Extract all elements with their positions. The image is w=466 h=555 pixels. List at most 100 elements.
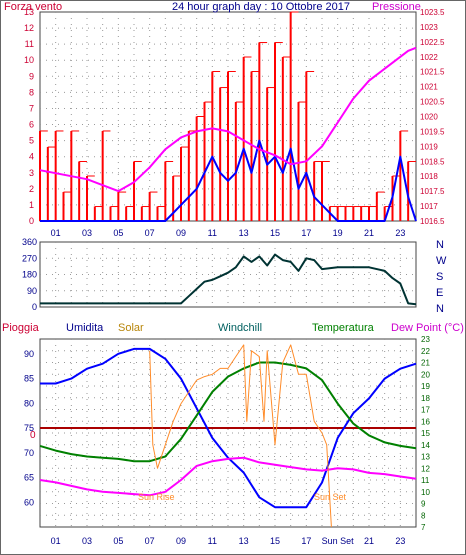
rain-zero-label: 0 <box>30 430 36 441</box>
graph-title: 24 hour graph day : 10 Ottobre 2017 <box>172 1 350 13</box>
humidity-tick-label: 70 <box>24 448 34 458</box>
time-tick-label: 23 <box>395 536 405 546</box>
pressure-tick-label: 1019 <box>420 142 438 151</box>
wind-direction-panel: 0 90 180 270 360 N W S E N <box>22 237 447 315</box>
pressure-tick-label: 1023.5 <box>420 8 445 17</box>
humidity-tick-label: 90 <box>24 349 34 359</box>
pressure-label: Pressione <box>372 1 421 13</box>
temperature-humidity-series <box>39 344 417 528</box>
temperature-tick-label: 13 <box>421 453 430 462</box>
temperature-tick-label: 15 <box>421 429 430 438</box>
wind-direction-plot-area <box>39 241 417 308</box>
temperature-line <box>39 361 417 463</box>
time-tick-label: 01 <box>51 536 61 546</box>
wind-speed-line <box>40 139 417 222</box>
wind-speed-tick-label: 9 <box>29 71 34 81</box>
wind-direction-line <box>40 253 417 306</box>
pressure-tick-label: 1021.5 <box>420 68 445 77</box>
direction-tick-label: 90 <box>27 286 37 296</box>
humidity-label: Umidita <box>66 322 104 334</box>
direction-tick-label: 360 <box>22 237 37 247</box>
wind-speed-tick-label: 12 <box>24 23 34 33</box>
direction-w: W <box>436 255 447 267</box>
direction-n-top: N <box>436 239 444 251</box>
time-tick-label: 07 <box>145 228 155 238</box>
sun-rise-annotation: Sun Rise <box>138 492 175 502</box>
time-tick-label: 17 <box>301 228 311 238</box>
wind-speed-tick-label: 3 <box>29 168 34 178</box>
time-tick-label: 19 <box>333 228 343 238</box>
temperature-tick-label: 16 <box>421 417 430 426</box>
direction-tick-label: 0 <box>32 302 37 312</box>
pressure-tick-label: 1022.5 <box>420 38 445 47</box>
direction-n-bottom: N <box>436 303 444 315</box>
pressure-tick-label: 1020 <box>420 113 438 122</box>
time-tick-label: 07 <box>145 536 155 546</box>
pressure-axis-ticks: 1016.5 1017 1017.5 1018 1018.5 1019 1019.5 1020… <box>420 8 445 226</box>
pressure-tick-label: 1022 <box>420 53 438 62</box>
temperature-tick-label: 21 <box>421 359 430 368</box>
pressure-line <box>39 46 417 193</box>
temperature-tick-label: 23 <box>421 335 430 344</box>
temperature-tick-label: 20 <box>421 370 430 379</box>
pressure-tick-label: 1021 <box>420 83 438 92</box>
time-tick-label: 17 <box>301 536 311 546</box>
solar-line <box>149 344 332 528</box>
wind-pressure-time-ticks: 01 03 05 07 09 11 13 15 17 19 21 23 <box>51 228 406 238</box>
wind-speed-tick-label: 5 <box>29 136 34 146</box>
temperature-label: Temperatura <box>312 322 375 334</box>
time-tick-label: 09 <box>176 536 186 546</box>
rain-label: Pioggia <box>2 322 40 334</box>
time-tick-label: 11 <box>208 228 217 238</box>
wind-direction-grid <box>40 242 416 307</box>
humidity-tick-label: 80 <box>24 398 34 408</box>
wind-speed-tick-label: 2 <box>29 184 34 194</box>
pressure-tick-label: 1017 <box>420 202 438 211</box>
humidity-line <box>40 347 417 509</box>
temperature-tick-label: 14 <box>421 441 430 450</box>
time-tick-label: 05 <box>113 228 123 238</box>
temperature-tick-label: 12 <box>421 464 430 473</box>
time-tick-label: 15 <box>270 536 280 546</box>
time-tick-label: 13 <box>239 536 249 546</box>
wind-speed-tick-label: 10 <box>24 55 34 65</box>
pressure-tick-label: 1016.5 <box>420 217 445 226</box>
direction-s: S <box>436 271 443 283</box>
pressure-tick-label: 1020.5 <box>420 98 445 107</box>
pressure-tick-label: 1018.5 <box>420 157 445 166</box>
pressure-tick-label: 1017.5 <box>420 187 445 196</box>
humidity-axis-ticks: 60 65 70 75 80 85 90 <box>24 349 34 507</box>
wind-speed-tick-label: 1 <box>29 200 34 210</box>
temperature-tick-label: 22 <box>421 347 430 356</box>
wind-speed-tick-label: 4 <box>29 152 34 162</box>
direction-e: E <box>436 287 443 299</box>
temperature-tick-label: 8 <box>421 511 426 520</box>
temperature-humidity-plot-area <box>39 338 417 528</box>
humidity-tick-label: 75 <box>24 423 34 433</box>
time-tick-label: 11 <box>208 536 217 546</box>
solar-label: Solar <box>118 322 144 334</box>
pressure-tick-label: 1023 <box>420 23 438 32</box>
wind-direction-axis-ticks: 0 90 180 270 360 <box>22 237 37 312</box>
dew-point-label: Dew Point (°C) <box>391 322 464 334</box>
temperature-tick-label: 18 <box>421 394 430 403</box>
temperature-tick-label: 9 <box>421 500 426 509</box>
time-tick-label: 23 <box>395 228 405 238</box>
humidity-tick-label: 65 <box>24 473 34 483</box>
time-tick-label: 13 <box>239 228 249 238</box>
temperature-tick-label: 10 <box>421 488 430 497</box>
wind-pressure-series <box>39 11 417 222</box>
dew_point-line <box>39 456 417 497</box>
wind-speed-tick-label: 11 <box>25 39 34 49</box>
sun-set-annotation: Sun Set <box>314 492 347 502</box>
pressure-tick-label: 1019.5 <box>420 127 445 136</box>
humidity-tick-label: 85 <box>24 374 34 384</box>
wind-direction-series <box>40 253 417 306</box>
temperature-humidity-time-ticks: 01 03 05 07 09 11 13 15 17 Sun Set 21 23 <box>51 536 406 546</box>
temperature-humidity-panel: Pioggia Umidita Solar Windchill Temperat… <box>2 322 464 546</box>
wind-speed-tick-label: 13 <box>24 7 34 17</box>
temperature-tick-label: 11 <box>421 476 430 485</box>
